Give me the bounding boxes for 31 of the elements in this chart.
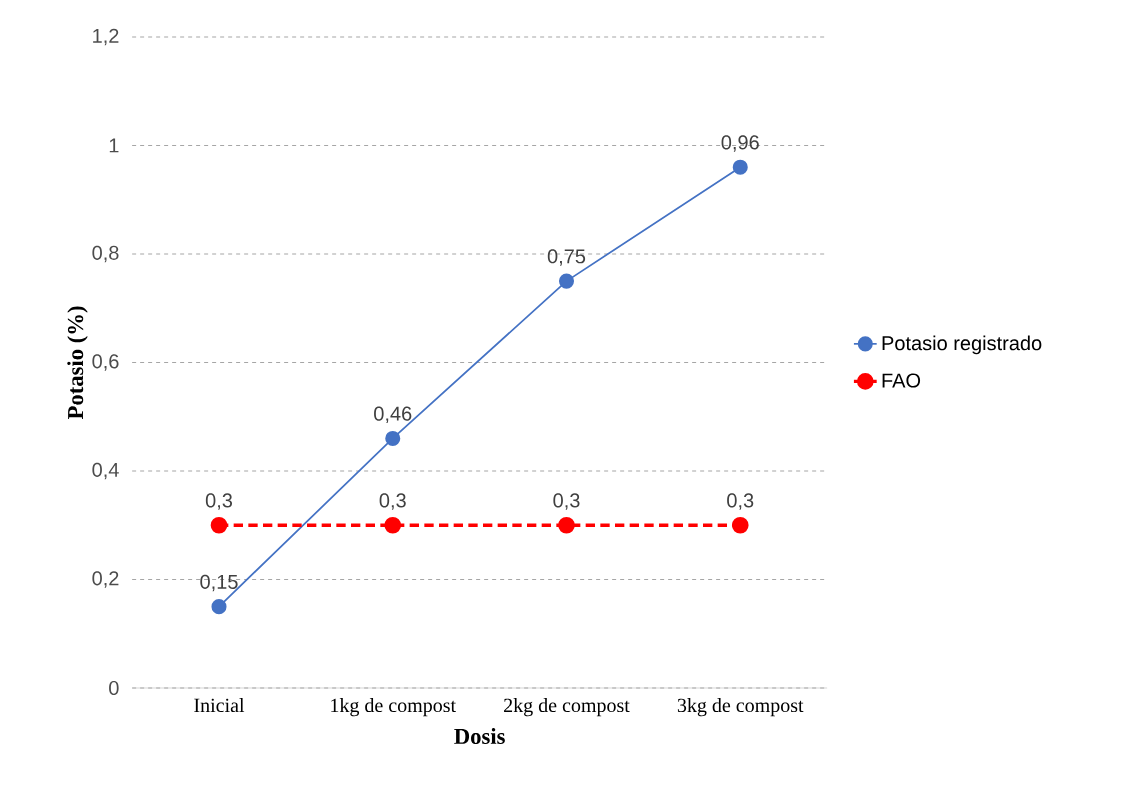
point [558, 273, 575, 289]
x-axis-title: Dosis [454, 728, 505, 745]
point [384, 516, 402, 534]
point [211, 599, 227, 615]
point [732, 159, 748, 175]
point [210, 516, 228, 534]
x-tick-label: 3kg de compost [677, 698, 804, 717]
y-tick-label: 1,2 [93, 28, 119, 46]
data-label: 0,46 [374, 406, 412, 424]
legend-label: Potasio registrado [882, 335, 1042, 355]
point [558, 516, 575, 534]
y-tick-label: 0,8 [92, 245, 119, 263]
x-tick-label: 1kg de compost [331, 698, 456, 717]
x-tick-label: 2kg de compost [504, 698, 630, 717]
y-tick-label: 0,2 [92, 571, 119, 588]
y-tick-label: 1 [109, 138, 119, 153]
data-label: 0,96 [721, 135, 759, 152]
y-tick-label: 0,4 [92, 462, 119, 480]
data-label: 0,15 [200, 574, 238, 592]
legend-label: FAO [882, 373, 921, 388]
data-label: 0,3 [553, 493, 580, 510]
point [731, 516, 749, 534]
x-tick-label: Inicial [194, 698, 245, 713]
y-tick-label: 0 [109, 680, 119, 696]
y-axis-title: Potasio (%) [67, 306, 88, 420]
y-tick-label: 0,6 [92, 354, 119, 371]
data-label: 0,3 [379, 493, 406, 510]
data-label: 0,3 [727, 493, 754, 510]
data-label: 0,75 [547, 249, 586, 266]
data-label: 0,3 [205, 493, 233, 510]
point [385, 430, 401, 446]
